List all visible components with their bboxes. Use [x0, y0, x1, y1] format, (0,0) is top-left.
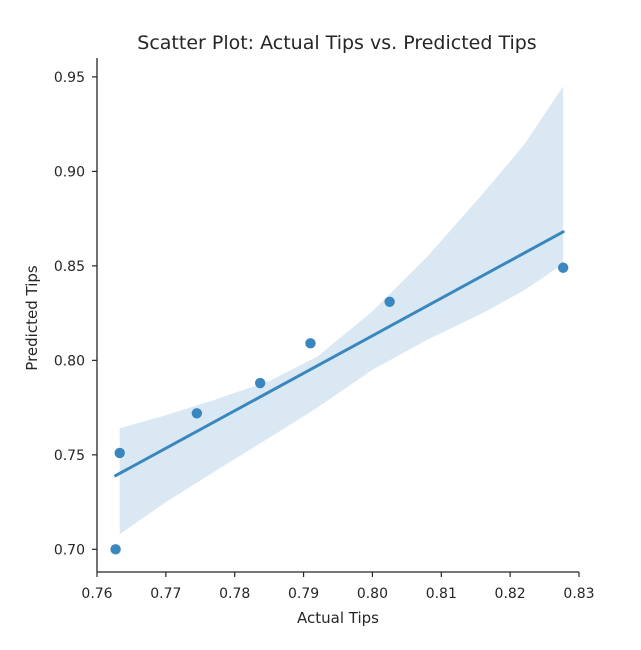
confidence-band-layer [119, 86, 564, 535]
x-tick-layer: 0.76 0.77 0.78 0.79 0.80 0.81 0.82 0.83 [81, 572, 595, 602]
data-point-1 [110, 544, 121, 555]
x-tick-label: 0.78 [219, 586, 250, 602]
data-point-7 [557, 262, 569, 273]
y-tick-label: 0.85 [54, 259, 85, 275]
x-tick-label: 0.76 [81, 586, 112, 602]
y-tick-label: 0.75 [54, 448, 85, 464]
y-axis-label: Predicted Tips [23, 265, 41, 371]
x-tick-label: 0.77 [150, 586, 181, 602]
y-tick-label: 0.70 [54, 542, 85, 558]
y-tick-label: 0.80 [54, 353, 85, 369]
y-tick-label: 0.95 [54, 70, 85, 86]
confidence-band [119, 86, 564, 535]
regression-line [114, 230, 565, 478]
x-tick-label: 0.82 [495, 586, 526, 602]
x-tick-label: 0.81 [426, 586, 457, 602]
y-tick-label: 0.90 [54, 164, 85, 180]
data-point-6 [384, 296, 395, 307]
data-point-5 [305, 338, 316, 349]
data-point-3 [191, 408, 203, 419]
x-tick-label: 0.79 [288, 586, 319, 602]
x-tick-label: 0.83 [563, 586, 594, 602]
x-tick-label: 0.80 [357, 586, 388, 602]
data-point-2 [114, 447, 125, 459]
regression-line-layer [114, 230, 565, 478]
y-tick-layer: 0.70 0.75 0.80 0.85 0.90 0.95 [54, 70, 97, 558]
data-point-4 [254, 377, 266, 389]
data-point-layer [110, 262, 569, 555]
chart-title: Scatter Plot: Actual Tips vs. Predicted … [137, 32, 536, 54]
x-axis-label: Actual Tips [297, 609, 379, 627]
